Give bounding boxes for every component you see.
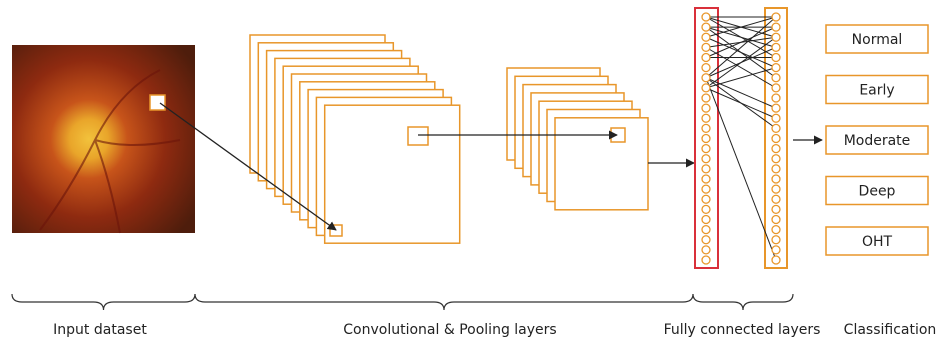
neuron [772,43,780,51]
neuron [702,84,710,92]
neuron [772,216,780,224]
neuron [772,33,780,41]
neuron [702,23,710,31]
feature-map [325,105,460,243]
neuron [702,165,710,173]
input-image [12,45,195,233]
neuron [702,256,710,264]
neuron [772,74,780,82]
brace [693,294,793,310]
page: Normal Early Moderate Deep OHT Input dataset… [0,0,938,342]
neurons [702,13,780,264]
neuron [772,246,780,254]
neuron [772,84,780,92]
neuron [772,124,780,132]
neuron [772,155,780,163]
neuron [772,104,780,112]
neuron [772,54,780,62]
section-label: Fully connected layers [664,322,821,338]
diagram: Normal Early Moderate Deep OHT Input dataset… [0,0,938,342]
section-label: Classification [844,322,937,338]
neuron [772,94,780,102]
neuron [772,165,780,173]
neuron [772,185,780,193]
neuron [772,135,780,143]
neuron [702,216,710,224]
neuron [702,13,710,21]
neuron [702,94,710,102]
neuron [702,195,710,203]
neuron [702,205,710,213]
neuron [772,23,780,31]
class-label: Normal [852,32,903,48]
neuron [702,74,710,82]
neuron [702,64,710,72]
neuron [702,43,710,51]
neuron [702,54,710,62]
neuron [702,114,710,122]
class-label: OHT [862,234,893,250]
neuron [702,124,710,132]
neuron [772,13,780,21]
brace [195,294,693,310]
feature-map [555,118,648,210]
neuron [702,33,710,41]
neuron [702,135,710,143]
neuron [772,226,780,234]
neuron [702,236,710,244]
neuron [702,175,710,183]
neuron [772,205,780,213]
neuron [702,155,710,163]
class-label: Moderate [844,133,911,149]
patch [408,127,428,145]
class-label: Deep [859,184,896,200]
neuron [702,246,710,254]
section-label: Input dataset [53,322,147,338]
neuron [702,226,710,234]
neuron [772,236,780,244]
brace [12,294,195,310]
neuron [772,175,780,183]
neuron [772,145,780,153]
neuron [772,195,780,203]
neuron [702,145,710,153]
neuron [772,114,780,122]
neuron [772,64,780,72]
section-label: Convolutional & Pooling layers [343,322,556,338]
neuron [702,185,710,193]
sections: Input dataset Convolutional & Pooling lay… [12,294,936,338]
classes: Normal Early Moderate Deep OHT [826,25,928,255]
feature-maps [250,35,648,243]
input-patch [150,95,165,110]
neuron [702,104,710,112]
neuron [772,256,780,264]
class-label: Early [859,83,894,99]
